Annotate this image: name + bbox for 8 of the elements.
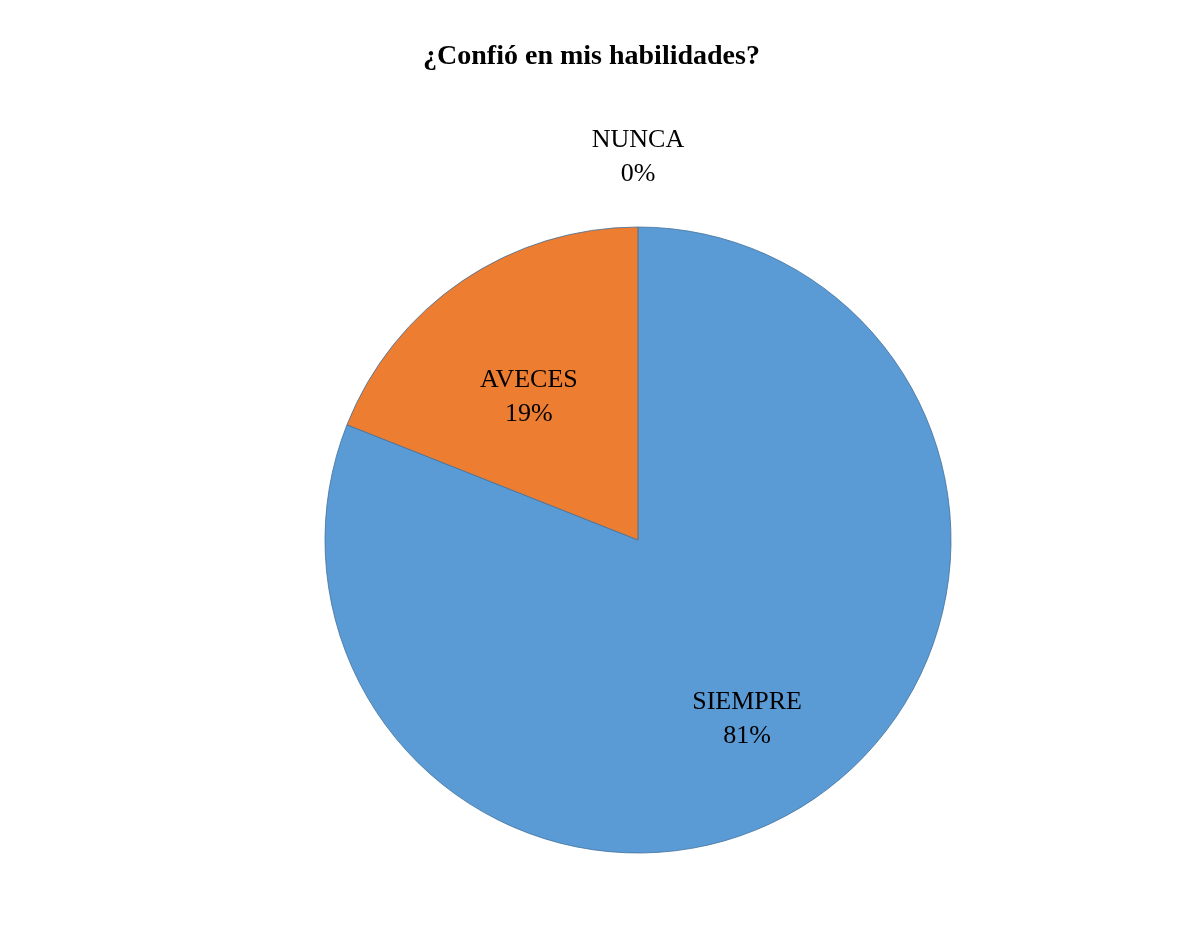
data-label: 19%	[505, 398, 553, 428]
data-label: 81%	[723, 719, 771, 749]
category-label: NUNCA	[591, 124, 685, 154]
slice-label: AVECES	[480, 364, 578, 394]
text: 0%	[620, 158, 656, 188]
pie-slice	[324, 226, 952, 854]
slice-label: SIEMPRE	[692, 685, 802, 715]
chart-title: ¿Confió en mis habilidades?	[423, 39, 760, 70]
